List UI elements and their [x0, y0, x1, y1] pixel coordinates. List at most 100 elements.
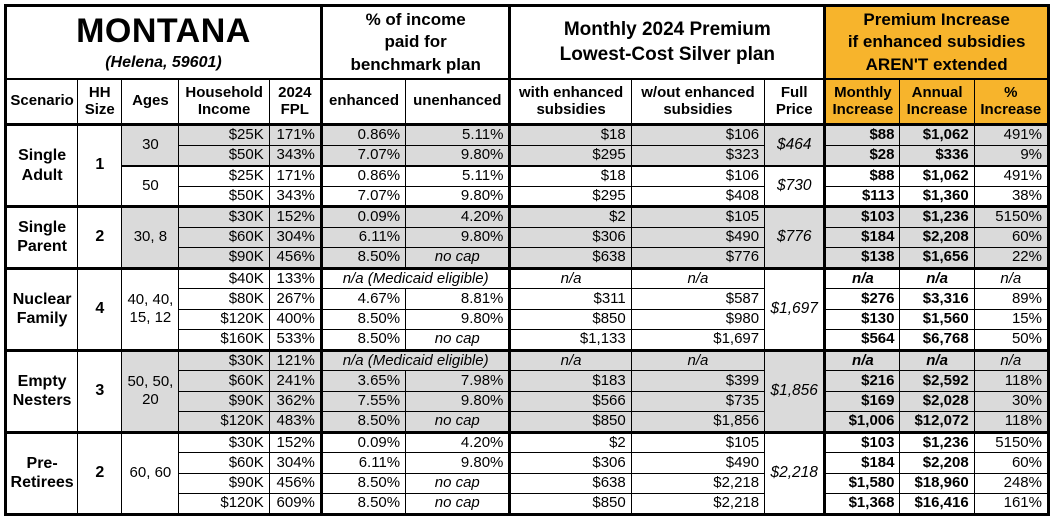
cell-enhanced-pct: 4.67% — [319, 288, 407, 310]
cell-income: $90K — [178, 472, 270, 494]
cell-premium-without-subsidies: $776 — [630, 247, 766, 269]
cell-pct-increase: 118% — [973, 411, 1050, 433]
table-row: $160K 533% 8.50% no cap $1,133 $1,697 $5… — [6, 329, 1050, 351]
cell-annual-increase: $1,236 — [899, 430, 975, 453]
cell-fpl: 533% — [268, 329, 322, 351]
cell-pct-increase: 38% — [973, 185, 1050, 207]
cell-monthly-increase: $113 — [823, 185, 901, 207]
cell-premium-without-subsidies: $106 — [630, 124, 766, 146]
cell-pct-increase: 491% — [973, 124, 1050, 146]
cell-pct-increase: 491% — [973, 164, 1050, 187]
cell-premium-with-subsidies: $2 — [508, 205, 632, 228]
cell-annual-increase: $1,062 — [899, 164, 975, 187]
cell-annual-increase: $18,960 — [899, 472, 975, 494]
cell-pct-increase: 60% — [973, 452, 1050, 474]
cell-annual-increase: $1,560 — [899, 308, 975, 330]
cell-fpl: 343% — [268, 185, 322, 207]
cell-pct-increase: 15% — [973, 308, 1050, 330]
cell-enhanced-pct: 0.09% — [319, 430, 407, 453]
benchmark-section-header: % of income paid for benchmark plan — [319, 5, 511, 80]
cell-annual-increase: $1,360 — [899, 185, 975, 207]
cell-income: $80K — [178, 288, 270, 310]
cell-income: $90K — [178, 247, 270, 269]
cell-premium-without-subsidies: $735 — [630, 390, 766, 412]
table-row: $50K 343% 7.07% 9.80% $295 $323 $28 $336… — [6, 144, 1050, 166]
cell-enhanced-pct: 7.07% — [319, 185, 407, 207]
cell-unenhanced-pct: 9.80% — [405, 452, 511, 474]
col-pct-increase: % Increase — [973, 78, 1050, 126]
cell-scenario: Single Parent — [4, 205, 79, 269]
cell-fpl: 400% — [268, 308, 322, 330]
cell-ages: 60, 60 — [121, 430, 180, 515]
table-row: Nuclear Family 4 40, 40, 15, 12 $40K 133… — [4, 266, 1050, 351]
cell-scenario: Empty Nesters — [4, 348, 79, 433]
cell-income: $40K — [178, 266, 270, 289]
cell-monthly-increase: $564 — [823, 329, 901, 351]
cell-unenhanced-pct: no cap — [405, 247, 511, 269]
cell-premium-without-subsidies: $408 — [630, 185, 766, 207]
cell-monthly-increase: $216 — [823, 370, 901, 392]
table-row: $120K 483% 8.50% no cap $850 $1,856 $1,0… — [6, 411, 1050, 433]
cell-unenhanced-pct: 5.11% — [405, 124, 511, 146]
cell-monthly-increase: $88 — [823, 164, 901, 187]
table-row: $60K 241% 3.65% 7.98% $183 $399 $216 $2,… — [6, 370, 1050, 392]
cell-ages: 40, 40, 15, 12 — [121, 266, 180, 351]
cell-ages: 30 — [121, 124, 180, 166]
cell-monthly-increase: $276 — [823, 288, 901, 310]
section-header-row: MONTANA (Helena, 59601) % of income paid… — [5, 5, 1049, 80]
cell-pct-increase: 22% — [973, 247, 1050, 269]
cell-premium-without-subsidies: $105 — [630, 430, 766, 453]
cell-hh-size: 2 — [77, 430, 123, 515]
cell-annual-increase: $2,208 — [899, 226, 975, 248]
cell-monthly-increase: $130 — [823, 308, 901, 330]
col-2024-fpl: 2024 FPL — [268, 78, 322, 126]
cell-monthly-increase: $169 — [823, 390, 901, 412]
cell-unenhanced-pct: 4.20% — [405, 205, 511, 228]
cell-full-price: $1,697 — [764, 266, 826, 351]
cell-fpl: 133% — [268, 266, 322, 289]
increase-section-header: Premium Increase if enhanced subsidies A… — [823, 5, 1049, 80]
cell-enhanced-pct: 8.50% — [319, 308, 407, 330]
table-title: MONTANA (Helena, 59601) — [5, 5, 322, 80]
cell-unenhanced-pct: 9.80% — [405, 308, 511, 330]
cell-income: $90K — [178, 390, 270, 412]
cell-enhanced-pct: 8.50% — [319, 411, 407, 433]
table-row: Single Adult 1 30 $25K 171% 0.86% 5.11% … — [4, 124, 1050, 207]
cell-unenhanced-pct: 8.81% — [405, 288, 511, 310]
cell-unenhanced-pct: 9.80% — [405, 144, 511, 166]
cell-fpl: 304% — [268, 226, 322, 248]
cell-premium-with-subsidies: $2 — [508, 430, 632, 453]
cell-fpl: 171% — [268, 124, 322, 146]
cell-full-price: $464 — [764, 124, 826, 166]
cell-enhanced-pct: 0.09% — [319, 205, 407, 228]
cell-fpl: 121% — [268, 348, 322, 371]
cell-unenhanced-pct: no cap — [405, 329, 511, 351]
cell-income: $30K — [178, 430, 270, 453]
cell-annual-increase: $6,768 — [899, 329, 975, 351]
cell-hh-size: 1 — [77, 124, 123, 207]
cell-income: $30K — [178, 348, 270, 371]
cell-unenhanced-pct: 9.80% — [405, 390, 511, 412]
cell-monthly-increase: $103 — [823, 430, 901, 453]
table-row: 50 $25K 171% 0.86% 5.11% $18 $106 $730 $… — [6, 164, 1050, 207]
col-unenhanced: unenhanced — [405, 78, 511, 126]
col-annual-increase: Annual Increase — [899, 78, 975, 126]
table-row: $90K 456% 8.50% no cap $638 $2,218 $1,58… — [6, 472, 1050, 494]
cell-income: $25K — [178, 164, 270, 187]
cell-hh-size: 3 — [77, 348, 123, 433]
cell-monthly-increase: n/a — [823, 348, 901, 371]
cell-income: $120K — [178, 308, 270, 330]
cell-premium-without-subsidies: $587 — [630, 288, 766, 310]
cell-pct-increase: n/a — [973, 266, 1050, 289]
cell-enhanced-pct: 8.50% — [319, 493, 407, 515]
cell-annual-increase: $3,316 — [899, 288, 975, 310]
cell-premium-with-subsidies: $850 — [508, 308, 632, 330]
cell-unenhanced-pct: 7.98% — [405, 370, 511, 392]
cell-annual-increase: $2,028 — [899, 390, 975, 412]
cell-annual-increase: $12,072 — [899, 411, 975, 433]
cell-annual-increase: n/a — [899, 266, 975, 289]
cell-pct-increase: 118% — [973, 370, 1050, 392]
cell-ages: 50 — [121, 164, 180, 207]
cell-fpl: 152% — [268, 205, 322, 228]
cell-premium-with-subsidies: $18 — [508, 124, 632, 146]
